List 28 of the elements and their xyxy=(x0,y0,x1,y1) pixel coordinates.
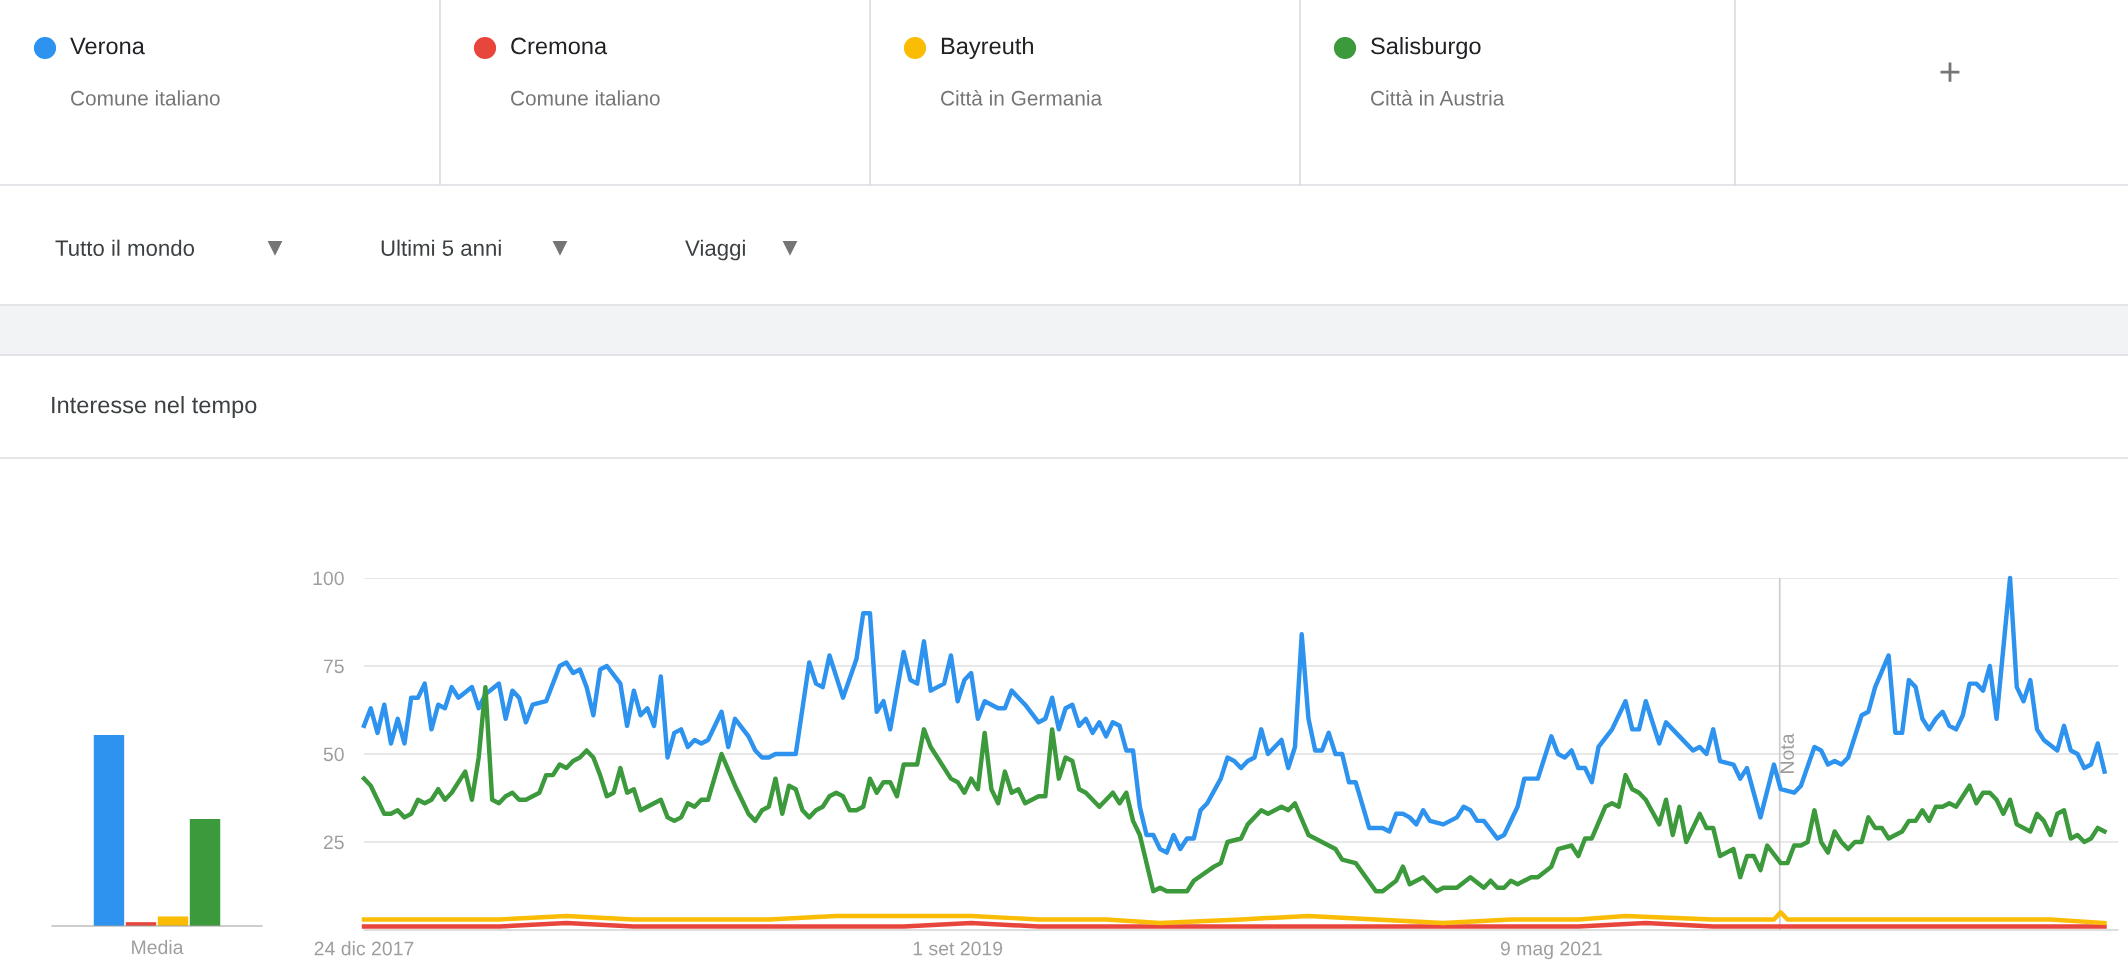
bar xyxy=(157,916,189,926)
x-tick-label: 24 dic 2017 xyxy=(314,941,414,956)
text: Interesse nel tempo xyxy=(52,395,257,418)
line-series xyxy=(361,910,2107,926)
text: Viaggi xyxy=(685,239,745,261)
x-tick-label: 9 mag 2021 xyxy=(1500,941,1602,960)
bar xyxy=(93,735,125,926)
text: + xyxy=(1940,62,1960,82)
line-series xyxy=(361,575,2107,855)
y-tick-label: 50 xyxy=(323,747,344,762)
legend-label: Salisburgo xyxy=(1371,37,1481,59)
y-tick-label: 100 xyxy=(313,571,344,586)
text: Città in Germania xyxy=(941,90,1103,106)
legend-label: Cremona xyxy=(511,37,608,55)
x-tick-label: Media xyxy=(132,939,184,955)
bar xyxy=(189,819,221,926)
x-tick-label: 1 set 2019 xyxy=(913,941,1003,956)
legend-label: Bayreuth xyxy=(941,37,1033,59)
legend-label: Verona xyxy=(70,37,145,55)
line-series xyxy=(361,684,2107,894)
text: Città in Austria xyxy=(1371,90,1505,106)
ref-line-label: Nota xyxy=(1780,733,1795,773)
y-tick-label: 25 xyxy=(323,835,344,850)
text: Comune italiano xyxy=(511,90,660,106)
text: Tutto il mondo xyxy=(55,239,195,256)
y-tick-label: 75 xyxy=(323,659,344,674)
text: Ultimi 5 anni xyxy=(381,239,501,256)
text: Comune italiano xyxy=(71,90,220,106)
